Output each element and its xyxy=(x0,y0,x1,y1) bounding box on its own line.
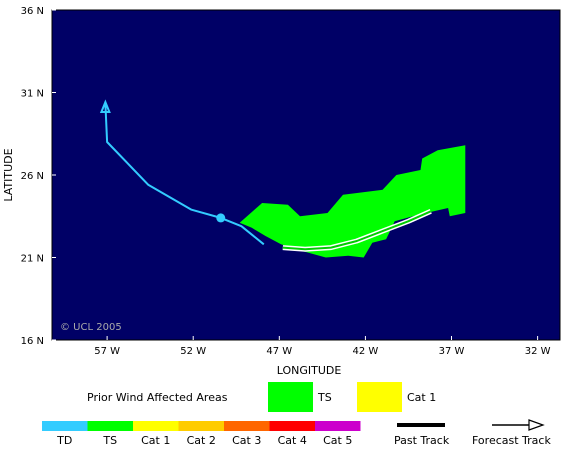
intensity-swatch xyxy=(42,421,88,431)
prior-wind-label: Prior Wind Affected Areas xyxy=(87,391,228,404)
latitude-ticks: 36 N 31 N 26 N 21 N 16 N xyxy=(21,6,56,347)
forecast-track-line xyxy=(104,103,265,246)
past-track-label: Past Track xyxy=(394,434,450,447)
intensity-label: Cat 1 xyxy=(141,434,170,447)
forecast-track-label: Forecast Track xyxy=(472,434,551,447)
longitude-ticks: 57 W 52 W 47 W 42 W 37 W 32 W xyxy=(94,336,551,357)
intensity-swatch xyxy=(133,421,179,431)
intensity-swatch xyxy=(224,421,270,431)
intensity-label: TS xyxy=(102,434,117,447)
intensity-label: Cat 2 xyxy=(187,434,216,447)
intensity-swatch xyxy=(315,421,361,431)
ts-area-swatch xyxy=(268,382,313,412)
lon-tick-label: 52 W xyxy=(180,346,206,357)
lon-tick-label: 57 W xyxy=(94,346,120,357)
lon-tick-label: 42 W xyxy=(353,346,379,357)
ts-area-label: TS xyxy=(317,391,332,404)
prior-wind-legend: Prior Wind Affected Areas TS Cat 1 xyxy=(87,382,436,412)
intensity-swatch xyxy=(87,421,133,431)
ts-wind-area xyxy=(239,145,466,258)
intensity-label: Cat 4 xyxy=(278,434,307,447)
lat-tick-label: 26 N xyxy=(21,171,44,182)
lat-tick-label: 36 N xyxy=(21,6,44,17)
lon-tick-label: 37 W xyxy=(439,346,465,357)
lat-tick-label: 31 N xyxy=(21,89,44,100)
x-axis-label: LONGITUDE xyxy=(277,364,342,377)
lon-tick-label: 47 W xyxy=(266,346,292,357)
intensity-label: Cat 5 xyxy=(323,434,352,447)
forecast-arrowhead-icon xyxy=(99,99,111,114)
current-position-marker xyxy=(216,213,226,223)
intensity-swatch xyxy=(269,421,315,431)
intensity-label: TD xyxy=(56,434,72,447)
cat1-area-label: Cat 1 xyxy=(407,391,436,404)
copyright-label: © UCL 2005 xyxy=(60,322,122,333)
intensity-swatch xyxy=(178,421,224,431)
past-track-line-inner xyxy=(282,210,432,251)
copyright-text: © UCL 2005 xyxy=(60,322,122,333)
map-background xyxy=(51,9,561,341)
forecast-arrow-legend-icon xyxy=(528,419,545,431)
lat-tick-label: 16 N xyxy=(21,336,44,347)
track-legend: Past Track Forecast Track xyxy=(394,419,551,447)
intensity-scale-legend: TD TS Cat 1 Cat 2 Cat 3 Cat 4 Cat 5 xyxy=(42,421,361,447)
lon-tick-label: 32 W xyxy=(525,346,551,357)
map-panel: © UCL 2005 xyxy=(51,9,561,341)
intensity-label: Cat 3 xyxy=(232,434,261,447)
y-axis-label: LATITUDE xyxy=(2,148,15,201)
lat-tick-label: 21 N xyxy=(21,254,44,265)
cat1-area-swatch xyxy=(357,382,402,412)
